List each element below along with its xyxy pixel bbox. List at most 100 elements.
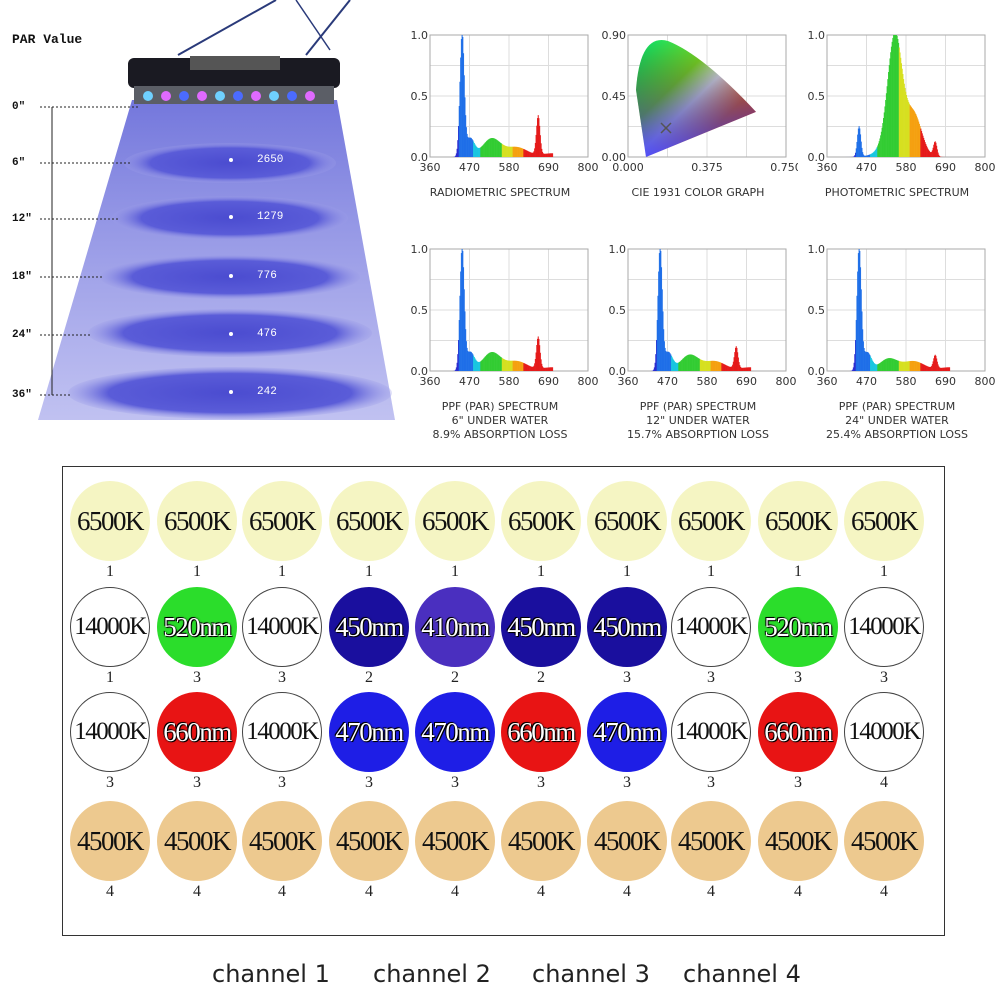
led-cell: 450nm 3: [585, 587, 669, 687]
led-cell: 6500K 1: [499, 481, 583, 581]
chart-caption-line: PPF (PAR) SPECTRUM: [838, 400, 956, 413]
led-channel-number: 4: [880, 883, 888, 900]
led-circle: 660nm: [758, 692, 838, 772]
led-channel-number: 3: [880, 669, 888, 686]
led-channel-number: 3: [278, 774, 286, 791]
led-channel-number: 1: [278, 563, 286, 580]
led-cell: 14000K 3: [842, 587, 926, 687]
led-circle: 470nm: [329, 692, 409, 772]
chart-caption-line: PHOTOMETRIC SPECTRUM: [824, 186, 970, 199]
led-circle: 6500K: [587, 481, 667, 561]
led-circle: 660nm: [157, 692, 237, 772]
led-channel-number: 1: [365, 563, 373, 580]
par-value-24: 476: [257, 328, 277, 340]
x-tick-label: 580: [499, 375, 520, 388]
fixture-leds: [143, 91, 315, 101]
y-tick-label: 0.0: [808, 151, 826, 164]
led-layout-panel: 6500K 1 6500K 1 6500K 1 6500K 1 6500K 1 6500K 1 6500…: [62, 466, 945, 936]
led-cell: 4500K 4: [669, 801, 753, 901]
y-tick-label: 0.5: [609, 304, 627, 317]
led-circle: 520nm: [157, 587, 237, 667]
y-tick-label: 0.0: [808, 365, 826, 378]
y-tick-label: 1.0: [808, 243, 826, 256]
x-tick-label: 580: [896, 161, 917, 174]
led-circle: 4500K: [844, 801, 924, 881]
led-cell: 410nm 2: [413, 587, 497, 687]
legend-channel-2: channel 2: [373, 960, 491, 988]
x-tick-label: 800: [975, 375, 996, 388]
chart-caption: PPF (PAR) SPECTRUM 12" UNDER WATER 15.7% A…: [598, 400, 798, 442]
led-channel-number: 4: [623, 883, 631, 900]
led-channel-number: 1: [707, 563, 715, 580]
depth-label-6: 6″: [12, 157, 26, 169]
led-channel-number: 3: [106, 774, 114, 791]
led-circle: 4500K: [671, 801, 751, 881]
led-circle: 6500K: [671, 481, 751, 561]
x-tick-label: 470: [459, 375, 480, 388]
legend-channel-3: channel 3: [532, 960, 650, 988]
led-cell: 6500K 1: [842, 481, 926, 581]
legend-channel-4: channel 4: [683, 960, 801, 988]
x-tick-label: 800: [578, 375, 599, 388]
par-value-18: 776: [257, 270, 277, 282]
led-circle: 4500K: [758, 801, 838, 881]
chart-caption: RADIOMETRIC SPECTRUM: [400, 186, 600, 200]
y-tick-label: 0.0: [609, 365, 627, 378]
x-tick-label: 0.000: [612, 161, 644, 174]
led-circle: 660nm: [501, 692, 581, 772]
par-value-36: 242: [257, 386, 277, 398]
x-tick-label: 470: [657, 375, 678, 388]
y-tick-label: 0.45: [602, 90, 627, 103]
led-channel-number: 4: [193, 883, 201, 900]
led-cell: 6500K 1: [756, 481, 840, 581]
y-tick-label: 1.0: [411, 243, 429, 256]
led-cell: 14000K 3: [240, 587, 324, 687]
led-circle: 450nm: [501, 587, 581, 667]
led-cell: 14000K 3: [669, 587, 753, 687]
led-cell: 4500K 4: [499, 801, 583, 901]
depth-label-36: 36″: [12, 389, 32, 401]
led-circle: 14000K: [844, 587, 924, 667]
led-circle: 520nm: [758, 587, 838, 667]
led-cell: 4500K 4: [756, 801, 840, 901]
x-tick-label: 360: [817, 161, 838, 174]
led-circle: 6500K: [329, 481, 409, 561]
y-tick-label: 1.0: [411, 29, 429, 42]
led-cell: 6500K 1: [669, 481, 753, 581]
led-channel-number: 4: [106, 883, 114, 900]
chart-caption-line: PPF (PAR) SPECTRUM: [441, 400, 559, 413]
y-tick-label: 0.90: [602, 29, 627, 42]
led-cell: 14000K 3: [240, 692, 324, 792]
led-circle: 6500K: [501, 481, 581, 561]
x-tick-label: 690: [736, 375, 757, 388]
depth-label-18: 18″: [12, 271, 32, 283]
led-channel-number: 3: [707, 669, 715, 686]
led-cell: 14000K 4: [842, 692, 926, 792]
depth-label-0: 0″: [12, 101, 26, 113]
depth-label-12: 12″: [12, 213, 32, 225]
led-channel-number: 3: [193, 669, 201, 686]
led-channel-number: 2: [537, 669, 545, 686]
chart-caption-line: RADIOMETRIC SPECTRUM: [429, 186, 571, 199]
y-tick-label: 1.0: [808, 29, 826, 42]
chart-caption-line: 15.7% ABSORPTION LOSS: [627, 428, 769, 441]
led-circle: 450nm: [587, 587, 667, 667]
led-channel-number: 1: [451, 563, 459, 580]
cie-gamut-shade: [636, 40, 756, 157]
led-circle: 14000K: [242, 587, 322, 667]
led-circle: 6500K: [157, 481, 237, 561]
led-circle: 6500K: [844, 481, 924, 561]
chart-caption: PPF (PAR) SPECTRUM 24" UNDER WATER 25.4% A…: [797, 400, 997, 442]
led-circle: 14000K: [70, 692, 150, 772]
led-channel-number: 3: [451, 774, 459, 791]
led-circle: 470nm: [587, 692, 667, 772]
led-circle: 4500K: [157, 801, 237, 881]
x-tick-label: 580: [697, 375, 718, 388]
led-cell: 660nm 3: [756, 692, 840, 792]
led-cell: 470nm 3: [327, 692, 411, 792]
x-tick-label: 580: [896, 375, 917, 388]
x-tick-label: 360: [618, 375, 639, 388]
